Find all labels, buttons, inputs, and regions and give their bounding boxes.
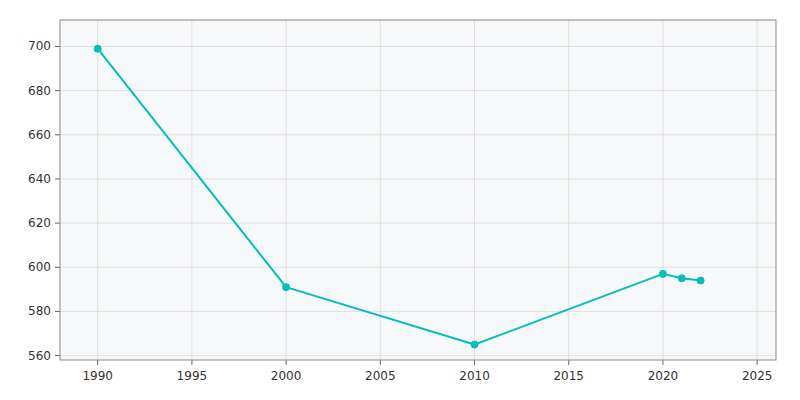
line: [98, 49, 701, 345]
axes: 1990 1995 2000 2005 2010 2015 2020 2025 560 580 60…: [28, 20, 776, 383]
marker: [697, 277, 704, 284]
x-tick-label: 1995: [177, 369, 208, 383]
x-tick: [662, 360, 663, 365]
y-tick: [55, 134, 60, 135]
x-tick-label: 2005: [365, 369, 396, 383]
marker: [678, 275, 685, 282]
x-tick: [380, 360, 381, 365]
x-tick-label: 2000: [271, 369, 302, 383]
y-grid-line: [60, 311, 776, 312]
marker: [283, 284, 290, 291]
x-tick: [97, 360, 98, 365]
y-tick: [55, 178, 60, 179]
y-tick: [55, 311, 60, 312]
x-grid-line: [97, 20, 98, 360]
x-tick: [191, 360, 192, 365]
plot-background: [60, 20, 776, 360]
marker: [659, 270, 666, 277]
y-tick-label: 680: [28, 84, 51, 98]
y-tick-label: 660: [28, 128, 51, 142]
y-tick: [55, 355, 60, 356]
y-grid-line: [60, 355, 776, 356]
y-grid-line: [60, 90, 776, 91]
x-grid-line: [191, 20, 192, 360]
chart-svg: 1990 1995 2000 2005 2010 2015 2020 2025 560 580 60…: [0, 0, 800, 400]
y-tick: [55, 90, 60, 91]
y-tick-label: 560: [28, 349, 51, 363]
y-grid-line: [60, 178, 776, 179]
marker: [94, 45, 101, 52]
x-tick-label: 1990: [82, 369, 113, 383]
y-grid-line: [60, 223, 776, 224]
marker: [471, 341, 478, 348]
x-tick: [286, 360, 287, 365]
y-tick-label: 640: [28, 172, 51, 186]
x-tick: [474, 360, 475, 365]
x-tick-label: 2015: [553, 369, 584, 383]
data-group: [94, 45, 704, 348]
x-tick-label: 2020: [648, 369, 679, 383]
y-tick: [55, 267, 60, 268]
y-tick-label: 580: [28, 304, 51, 318]
y-tick: [55, 223, 60, 224]
chart-container: 1990 1995 2000 2005 2010 2015 2020 2025 560 580 60…: [0, 0, 800, 400]
x-grid-line: [474, 20, 475, 360]
y-tick: [55, 46, 60, 47]
x-tick: [757, 360, 758, 365]
y-grid-line: [60, 267, 776, 268]
x-grid-line: [757, 20, 758, 360]
y-tick-label: 700: [28, 39, 51, 53]
y-grid-line: [60, 46, 776, 47]
x-grid-line: [662, 20, 663, 360]
x-tick: [568, 360, 569, 365]
y-tick-label: 600: [28, 260, 51, 274]
x-tick-label: 2025: [742, 369, 773, 383]
y-tick-label: 620: [28, 216, 51, 230]
x-grid-line: [286, 20, 287, 360]
plot-frame: [60, 20, 776, 360]
x-tick-label: 2010: [459, 369, 490, 383]
y-grid-line: [60, 134, 776, 135]
grid: [60, 20, 776, 360]
x-grid-line: [380, 20, 381, 360]
